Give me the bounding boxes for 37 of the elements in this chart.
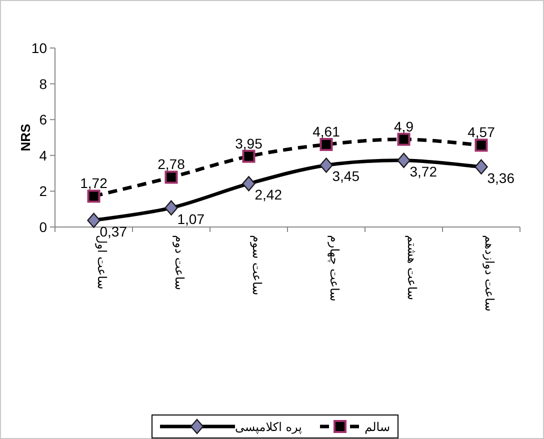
- data-label: 4,57: [468, 124, 496, 140]
- point: [242, 176, 256, 192]
- data-label: 4,61: [312, 123, 340, 140]
- x-tick-label: ساعت سوم: [250, 235, 264, 296]
- point: [320, 138, 333, 151]
- data-label: 2,42: [254, 186, 282, 203]
- point: [87, 212, 100, 228]
- point: [87, 190, 100, 203]
- data-label: 1,72: [80, 175, 108, 192]
- point: [397, 132, 410, 146]
- point: [397, 152, 410, 168]
- x-tick-label: ساعت دوم: [172, 235, 186, 290]
- point: [320, 158, 333, 173]
- data-label: 2,78: [158, 156, 186, 172]
- x-tick-label: ساعت چهارم: [327, 235, 342, 302]
- y-tick-label: 6: [39, 112, 48, 128]
- legend: پره اکلامپسی سالم: [152, 414, 398, 438]
- x-tick-label: ساعت دوازدهم: [482, 235, 496, 312]
- y-axis-title: NRS: [18, 123, 33, 152]
- data-label: 1,07: [177, 210, 205, 227]
- point: [474, 159, 488, 174]
- y-tick-label: 10: [31, 40, 48, 56]
- data-label: 3,36: [487, 170, 515, 186]
- data-label: 3,72: [410, 163, 438, 180]
- point: [242, 150, 256, 163]
- point: [474, 138, 488, 152]
- data-label: 4,9: [394, 118, 414, 134]
- data-label: 3,45: [332, 168, 360, 184]
- point: [164, 170, 178, 184]
- y-tick-label: 8: [39, 76, 48, 92]
- y-tick-label: 2: [39, 183, 48, 200]
- point: [164, 200, 178, 216]
- legend-label: سالم: [364, 420, 390, 434]
- data-label: 3,95: [235, 135, 263, 152]
- y-tick-label: 4: [39, 147, 48, 164]
- y-tick-label: 0: [39, 219, 48, 235]
- x-tick-label: ساعت هشتم: [404, 235, 419, 300]
